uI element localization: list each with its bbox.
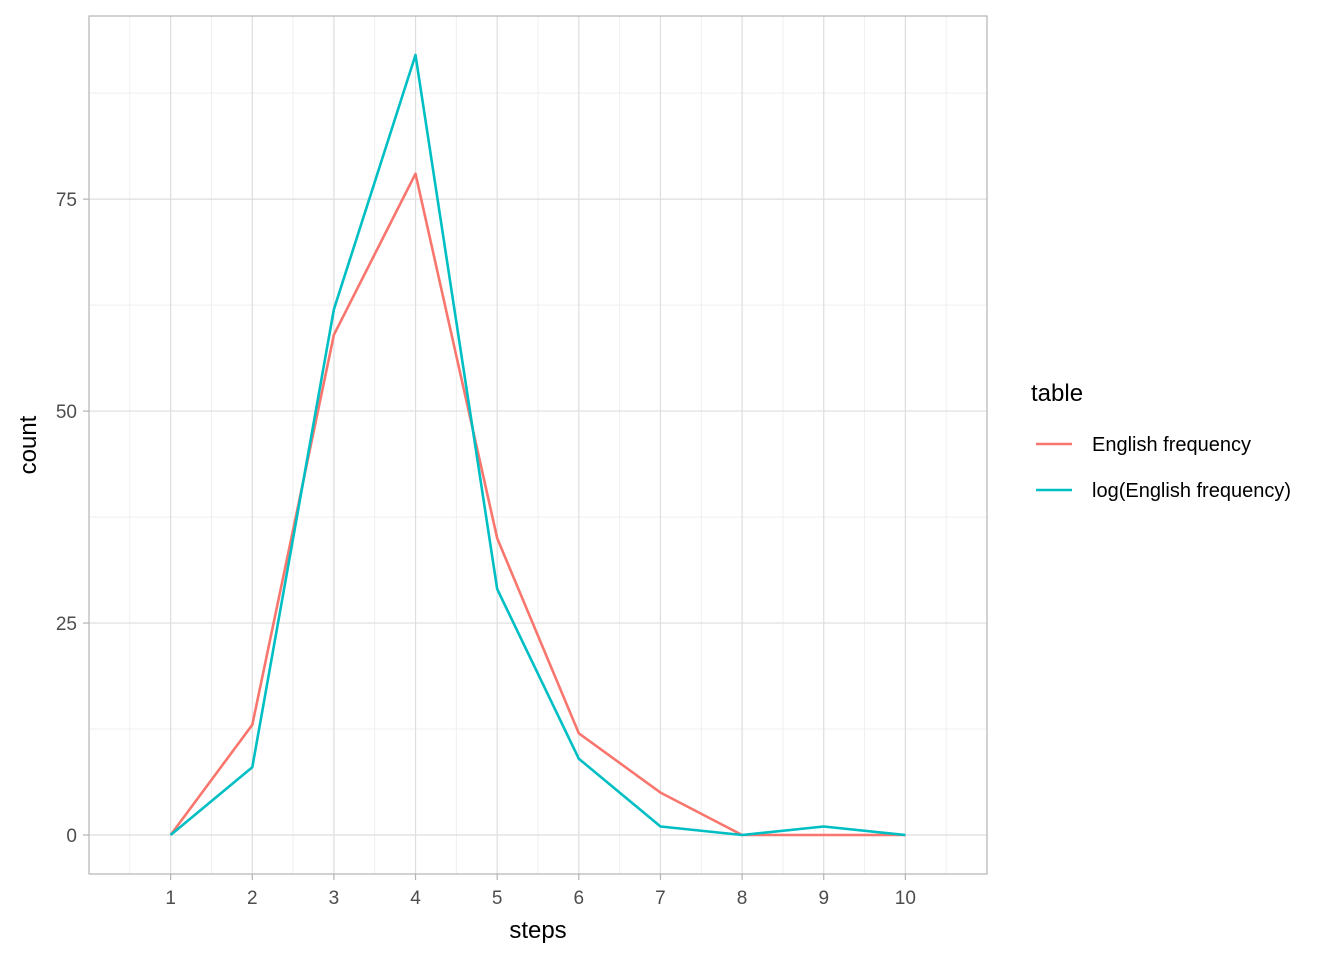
minor-gridlines bbox=[89, 16, 987, 874]
y-tick-label: 50 bbox=[56, 402, 77, 423]
series-line-2 bbox=[169, 53, 906, 837]
legend-items: English frequency log(English frequency) bbox=[1036, 434, 1291, 502]
x-tick-label: 4 bbox=[410, 888, 421, 909]
y-tick-label: 0 bbox=[66, 826, 77, 847]
y-axis-title: count bbox=[15, 415, 42, 474]
legend-item: English frequency bbox=[1036, 434, 1251, 456]
legend-label: English frequency bbox=[1092, 434, 1251, 456]
series-lines bbox=[169, 53, 906, 837]
legend: table English frequency log(English frequ… bbox=[1031, 380, 1291, 502]
x-tick-label: 6 bbox=[574, 888, 585, 909]
x-tick-label: 7 bbox=[655, 888, 666, 909]
y-tick-label: 75 bbox=[56, 190, 77, 211]
x-tick-label: 3 bbox=[329, 888, 340, 909]
x-tick-label: 2 bbox=[247, 888, 258, 909]
legend-title: table bbox=[1031, 380, 1083, 407]
x-tick-label: 9 bbox=[818, 888, 829, 909]
legend-label: log(English frequency) bbox=[1092, 480, 1291, 502]
series-line-1 bbox=[169, 172, 906, 837]
x-tick-label: 10 bbox=[895, 888, 916, 909]
plot-panel-border bbox=[88, 15, 988, 875]
legend-item: log(English frequency) bbox=[1036, 480, 1291, 502]
major-gridlines bbox=[89, 16, 987, 874]
y-tick-label: 25 bbox=[56, 614, 77, 635]
x-axis: 1 2 3 4 5 6 7 8 9 10 bbox=[165, 874, 916, 909]
y-axis: 0 25 50 75 bbox=[56, 190, 89, 847]
x-axis-title: steps bbox=[509, 917, 566, 944]
x-tick-label: 5 bbox=[492, 888, 503, 909]
x-tick-label: 8 bbox=[737, 888, 748, 909]
x-tick-label: 1 bbox=[165, 888, 176, 909]
